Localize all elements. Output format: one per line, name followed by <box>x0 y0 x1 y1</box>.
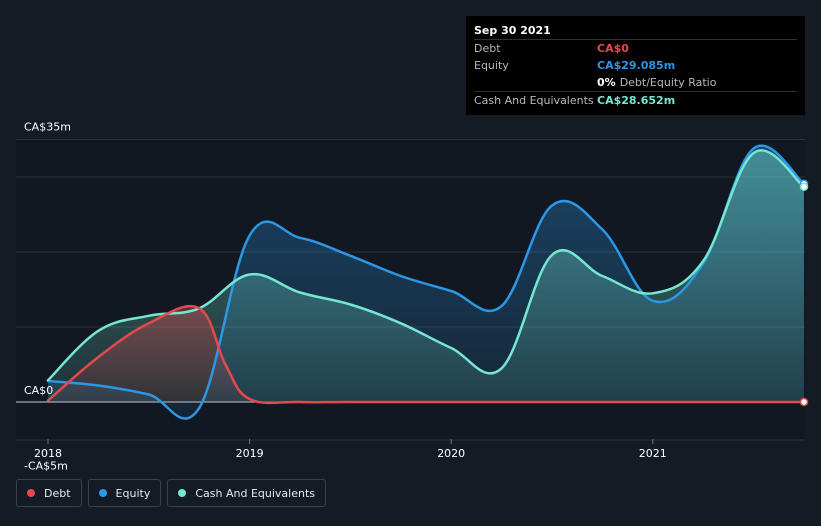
tooltip-row-equity: Equity CA$29.085m <box>474 57 797 74</box>
legend-item-cash[interactable]: Cash And Equivalents <box>167 479 326 507</box>
legend-item-equity[interactable]: Equity <box>87 479 162 507</box>
end-marker-cash-and-equivalents <box>799 182 809 191</box>
series-markers <box>799 179 809 407</box>
tooltip-debt-label: Debt <box>474 42 501 55</box>
series-areas <box>48 145 804 419</box>
tooltip-panel: Sep 30 2021 Debt CA$0 Equity CA$29.085m … <box>466 16 805 115</box>
legend-label-equity: Equity <box>115 486 151 500</box>
x-tick-label: 2021 <box>639 447 667 460</box>
tooltip-row-debt: Debt CA$0 <box>474 39 797 57</box>
line-debt <box>46 304 806 405</box>
legend-dot-debt-icon <box>27 489 35 497</box>
line-equity <box>46 144 806 420</box>
tooltip-equity-value: CA$29.085m <box>597 59 676 72</box>
tooltip-ratio-value: 0% <box>597 76 616 89</box>
y-tick-label: -CA$5m <box>24 460 68 473</box>
tooltip-cash-value: CA$28.652m <box>597 94 676 107</box>
y-tick-label: CA$0 <box>24 384 53 397</box>
legend-dot-equity-icon <box>98 489 107 497</box>
chart-legend: Debt Equity Cash And Equivalents <box>16 479 332 507</box>
tooltip-ratio-label: Debt/Equity Ratio <box>619 76 717 89</box>
legend-item-debt[interactable]: Debt <box>16 479 82 507</box>
legend-label-debt: Debt <box>44 486 71 500</box>
series-lines <box>46 144 806 420</box>
tooltip-cash-label: Cash And Equivalents <box>474 94 594 107</box>
legend-label-cash: Cash And Equivalents <box>195 486 315 500</box>
tooltip-equity-label: Equity <box>474 59 509 72</box>
y-tick-label: CA$35m <box>24 121 71 134</box>
legend-dot-cash-icon <box>178 489 187 497</box>
tooltip-date: Sep 30 2021 <box>474 24 551 37</box>
tooltip-row-ratio: 0% Debt/Equity Ratio <box>474 74 797 91</box>
x-tick-label: 2019 <box>236 447 264 460</box>
tooltip-debt-value: CA$0 <box>597 42 629 55</box>
area-cash-and-equivalents <box>48 150 804 402</box>
x-tick-label: 2020 <box>437 447 465 460</box>
tooltip-row-cash: Cash And Equivalents CA$28.652m <box>474 91 797 109</box>
area-debt <box>48 306 804 403</box>
end-marker-debt <box>799 397 809 407</box>
line-cash-and-equivalents <box>46 149 806 382</box>
x-tick-label: 2018 <box>34 447 62 460</box>
